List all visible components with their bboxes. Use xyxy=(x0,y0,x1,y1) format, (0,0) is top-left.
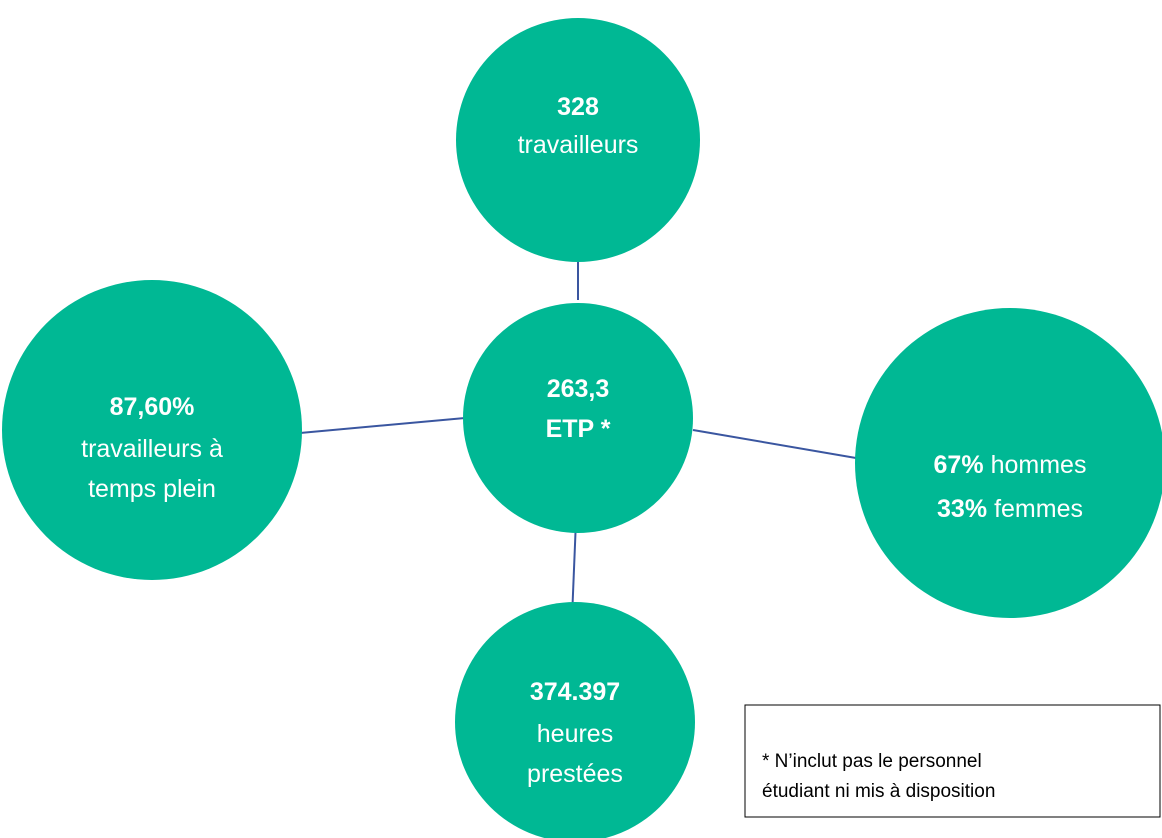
node-text: ETP * xyxy=(546,415,611,443)
node-text: travailleurs à xyxy=(81,435,223,463)
text-segment: 67% xyxy=(934,451,984,479)
text-segment: femmes xyxy=(994,495,1083,523)
text-segment: temps plein xyxy=(88,475,216,503)
text-segment: ETP * xyxy=(546,415,611,443)
footnote-line: * N’inclut pas le personnel xyxy=(762,751,982,772)
text-segment: 328 xyxy=(557,93,599,121)
text-segment: travailleurs xyxy=(518,131,639,159)
node-text: heures xyxy=(537,720,613,748)
node-text: 328 xyxy=(557,93,599,121)
connector xyxy=(692,429,857,459)
node-circle xyxy=(855,308,1162,618)
node-text: 263,3 xyxy=(547,375,610,403)
text-segment: travailleurs à xyxy=(81,435,223,463)
connector xyxy=(299,417,466,434)
text-segment: 33% xyxy=(937,495,987,523)
footnote-box xyxy=(744,704,1161,818)
node-text: 33% femmes xyxy=(937,495,1083,523)
text-segment: heures xyxy=(537,720,613,748)
text-segment: hommes xyxy=(991,451,1087,479)
text-segment: prestées xyxy=(527,760,623,788)
text-segment: 374.397 xyxy=(530,678,620,706)
node-circle xyxy=(463,303,693,533)
connectors xyxy=(299,262,857,619)
footnote-line: étudiant ni mis à disposition xyxy=(762,781,995,802)
node-circle xyxy=(456,18,700,262)
node-circle xyxy=(455,602,695,838)
node-text: 374.397 xyxy=(530,678,620,706)
node-text: prestées xyxy=(527,760,623,788)
node-text: 87,60% xyxy=(110,393,195,421)
text-segment: 263,3 xyxy=(547,375,610,403)
text-segment: 87,60% xyxy=(110,393,195,421)
node-text: temps plein xyxy=(88,475,216,503)
node-text: 67% hommes xyxy=(934,451,1087,479)
connector xyxy=(571,519,577,619)
node-circle xyxy=(2,280,302,580)
node-text: travailleurs xyxy=(518,131,639,159)
